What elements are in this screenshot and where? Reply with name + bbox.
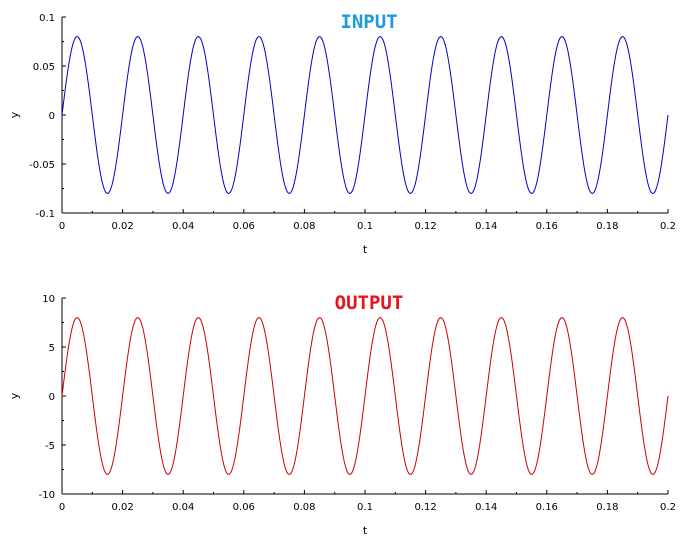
y-tick-label: 5 xyxy=(49,343,55,354)
x-axis-label: t xyxy=(363,524,368,537)
x-tick-label: 0.2 xyxy=(660,502,676,513)
x-tick-label: 0.1 xyxy=(357,221,373,232)
x-tick-label: 0.08 xyxy=(293,221,315,232)
y-tick-label: 0.1 xyxy=(39,13,55,24)
y-tick-label: -5 xyxy=(45,441,55,452)
x-axis-label: t xyxy=(363,243,368,256)
x-tick-label: 0.1 xyxy=(357,502,373,513)
y-tick-label: -10 xyxy=(39,490,55,501)
y-axis-label: y xyxy=(8,111,21,118)
x-tick-label: 0.14 xyxy=(475,221,497,232)
x-tick-label: 0.16 xyxy=(536,221,558,232)
y-tick-label: -0.1 xyxy=(35,209,55,220)
x-tick-label: 0.18 xyxy=(596,502,618,513)
x-tick-label: 0.04 xyxy=(172,502,194,513)
x-tick-label: 0.18 xyxy=(596,221,618,232)
y-axis-label: y xyxy=(8,392,21,399)
y-tick-label: -0.05 xyxy=(29,160,55,171)
x-tick-label: 0.16 xyxy=(536,502,558,513)
y-tick-label: 0 xyxy=(49,392,55,403)
series-line xyxy=(61,317,669,475)
y-tick-label: 0.05 xyxy=(33,62,55,73)
x-tick-label: 0.2 xyxy=(660,221,676,232)
x-tick-label: 0.14 xyxy=(475,502,497,513)
chart-title: INPUT xyxy=(340,11,397,33)
x-tick-label: 0 xyxy=(59,221,65,232)
x-tick-label: 0.08 xyxy=(293,502,315,513)
x-tick-label: 0.04 xyxy=(172,221,194,232)
x-tick-label: 0.02 xyxy=(111,221,133,232)
y-tick-label: 0 xyxy=(49,111,55,122)
series-line xyxy=(61,36,669,194)
x-tick-label: 0.12 xyxy=(414,221,436,232)
x-tick-label: 0.06 xyxy=(233,221,255,232)
chart-1: 0 0.02 0.04 0.06 0.08 0.1 0.12 0.14 0.16 0.18 0.2 -… xyxy=(8,292,676,537)
x-tick-label: 0 xyxy=(59,502,65,513)
y-tick-label: 10 xyxy=(42,294,55,305)
x-tick-label: 0.12 xyxy=(414,502,436,513)
chart-title: OUTPUT xyxy=(335,292,404,314)
x-tick-label: 0.02 xyxy=(111,502,133,513)
x-tick-label: 0.06 xyxy=(233,502,255,513)
chart-0: 0 0.02 0.04 0.06 0.08 0.1 0.12 0.14 0.16 0.18 0.2 -… xyxy=(8,11,676,256)
